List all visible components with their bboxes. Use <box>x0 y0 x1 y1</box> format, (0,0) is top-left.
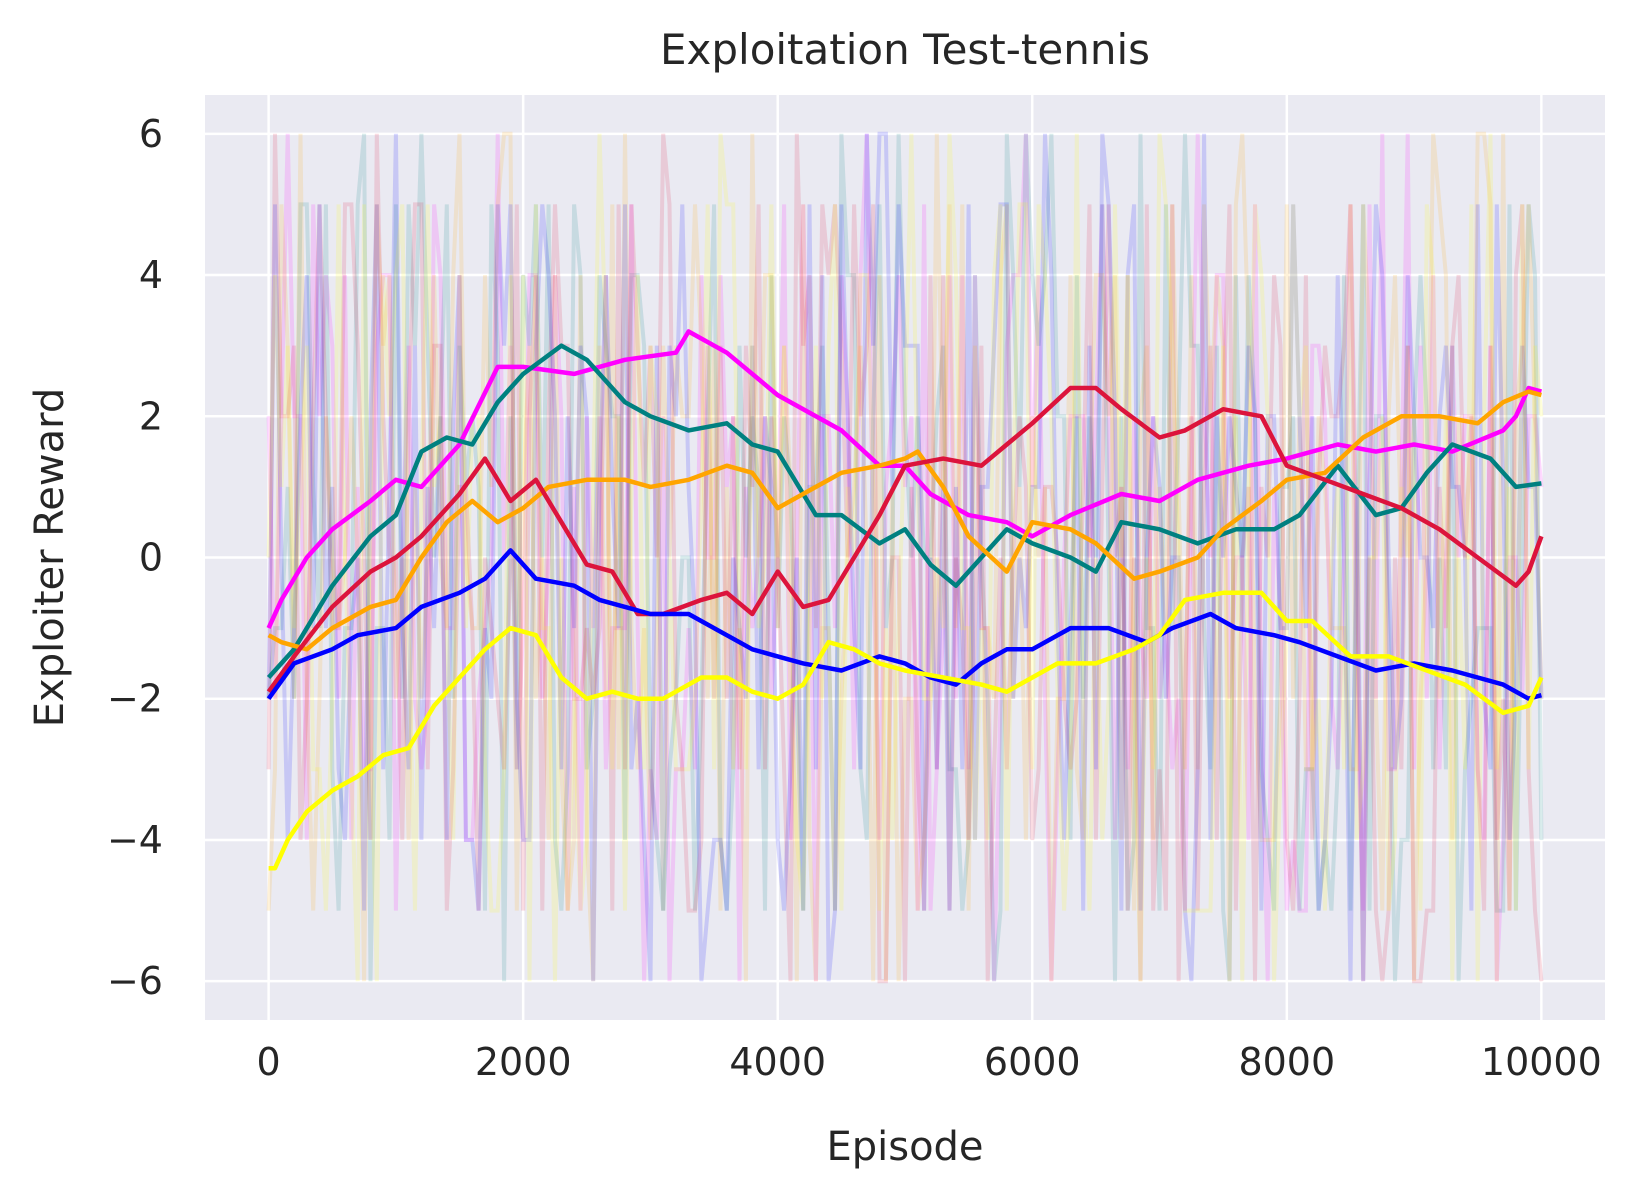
y-tick-label: 2 <box>139 394 163 438</box>
raw-reward-line <box>266 133 1544 982</box>
x-tick-label: 0 <box>257 1040 281 1084</box>
raw-reward-line <box>266 133 1544 982</box>
y-tick-label: 6 <box>139 112 163 156</box>
x-tick-label: 4000 <box>729 1040 826 1084</box>
series-line <box>266 343 1542 680</box>
raw-reward-line <box>266 131 1544 982</box>
y-tick-label: 0 <box>139 536 163 580</box>
y-tick-label: −2 <box>107 677 163 721</box>
x-tick-label: 8000 <box>1238 1040 1335 1084</box>
series-line <box>266 385 1544 694</box>
x-axis-label: Episode <box>826 1124 983 1170</box>
series-line <box>268 590 1544 871</box>
y-tick-label: −6 <box>107 959 163 1003</box>
y-ticks: 6 4 2 0 −2 −4 −6 <box>107 112 163 1003</box>
raw-reward-line <box>266 133 1544 982</box>
x-tick-label: 10000 <box>1481 1040 1602 1084</box>
chart-title: Exploitation Test-tennis <box>660 25 1150 74</box>
grid <box>205 95 1605 1020</box>
y-tick-label: 4 <box>139 253 163 297</box>
x-tick-label: 2000 <box>475 1040 572 1084</box>
raw-reward-line <box>266 133 1544 984</box>
series-line <box>266 548 1542 701</box>
series-line <box>267 389 1542 652</box>
y-axis-label: Exploiter Reward <box>27 388 73 727</box>
y-tick-label: −4 <box>107 818 163 862</box>
smoothed-series <box>266 329 1544 871</box>
x-ticks: 0 2000 4000 6000 8000 10000 <box>257 1040 1602 1084</box>
x-tick-label: 6000 <box>984 1040 1081 1084</box>
